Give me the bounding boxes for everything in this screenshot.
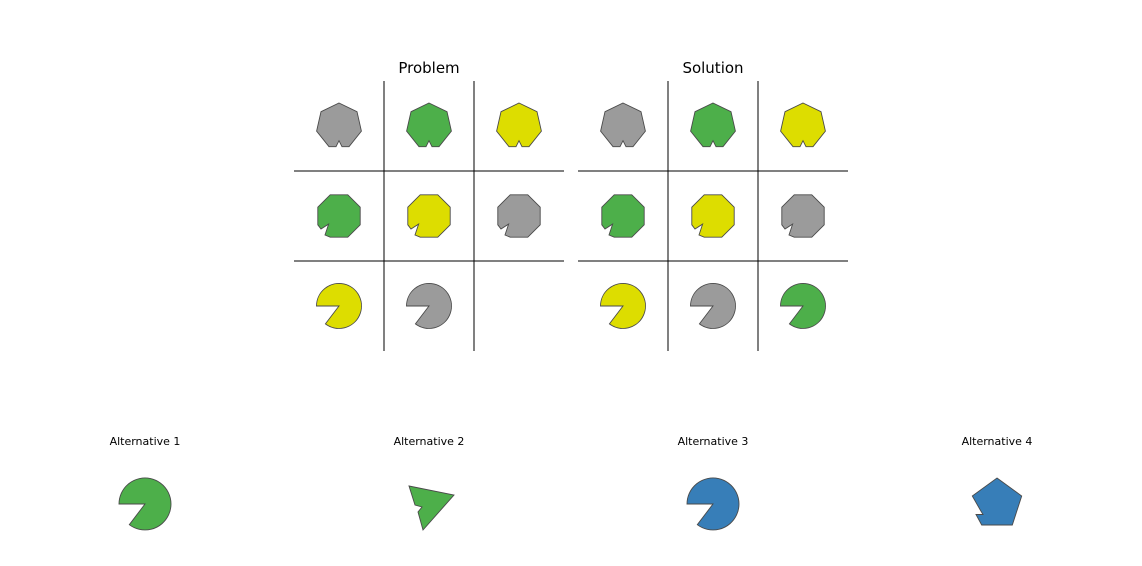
alternatives-row: Alternative 1 Alternative 2 Alternative … <box>110 435 1033 531</box>
problem-panel: Problem <box>294 59 564 351</box>
solution-cell-r2c3-octagon-notch-shape <box>781 194 825 238</box>
problem-cell-r2c1-octagon-notch-shape <box>317 194 361 238</box>
alternative-3-shape <box>686 477 740 531</box>
problem-cell-r1c2-heptagon-notch-shape <box>406 102 452 148</box>
alternative-2-shape <box>408 485 455 531</box>
problem-cell-r1c3-heptagon-notch-shape <box>496 102 542 148</box>
solution-cell-r1c3-heptagon-notch-shape <box>780 102 826 148</box>
problem-shapes <box>316 102 542 329</box>
solution-cell-r3c3-pacman-shape <box>780 283 826 329</box>
alternative-4-label: Alternative 4 <box>962 435 1033 448</box>
alternative-4-shape <box>971 477 1023 526</box>
solution-cell-r1c2-heptagon-notch-shape <box>690 102 736 148</box>
problem-cell-r3c1-pacman-shape <box>316 283 362 329</box>
problem-cell-r2c3-octagon-notch-shape <box>497 194 541 238</box>
alternative-shapes <box>118 477 1023 531</box>
solution-panel: Solution <box>578 59 848 351</box>
problem-cell-r3c2-pacman-shape <box>406 283 452 329</box>
solution-title: Solution <box>682 59 743 77</box>
solution-cell-r2c1-octagon-notch-shape <box>601 194 645 238</box>
solution-cell-r3c1-pacman-shape <box>600 283 646 329</box>
solution-grid <box>578 81 848 351</box>
solution-cell-r1c1-heptagon-notch-shape <box>600 102 646 148</box>
solution-cell-r2c2-octagon-notch-shape <box>691 194 735 238</box>
problem-title: Problem <box>398 59 459 77</box>
alternative-2-label: Alternative 2 <box>394 435 465 448</box>
problem-cell-r2c2-octagon-notch-shape <box>407 194 451 238</box>
problem-cell-r1c1-heptagon-notch-shape <box>316 102 362 148</box>
solution-shapes <box>600 102 826 329</box>
problem-grid <box>294 81 564 351</box>
alternative-1-label: Alternative 1 <box>110 435 181 448</box>
solution-cell-r3c2-pacman-shape <box>690 283 736 329</box>
alternative-3-label: Alternative 3 <box>678 435 749 448</box>
alternative-1-shape <box>118 477 172 531</box>
